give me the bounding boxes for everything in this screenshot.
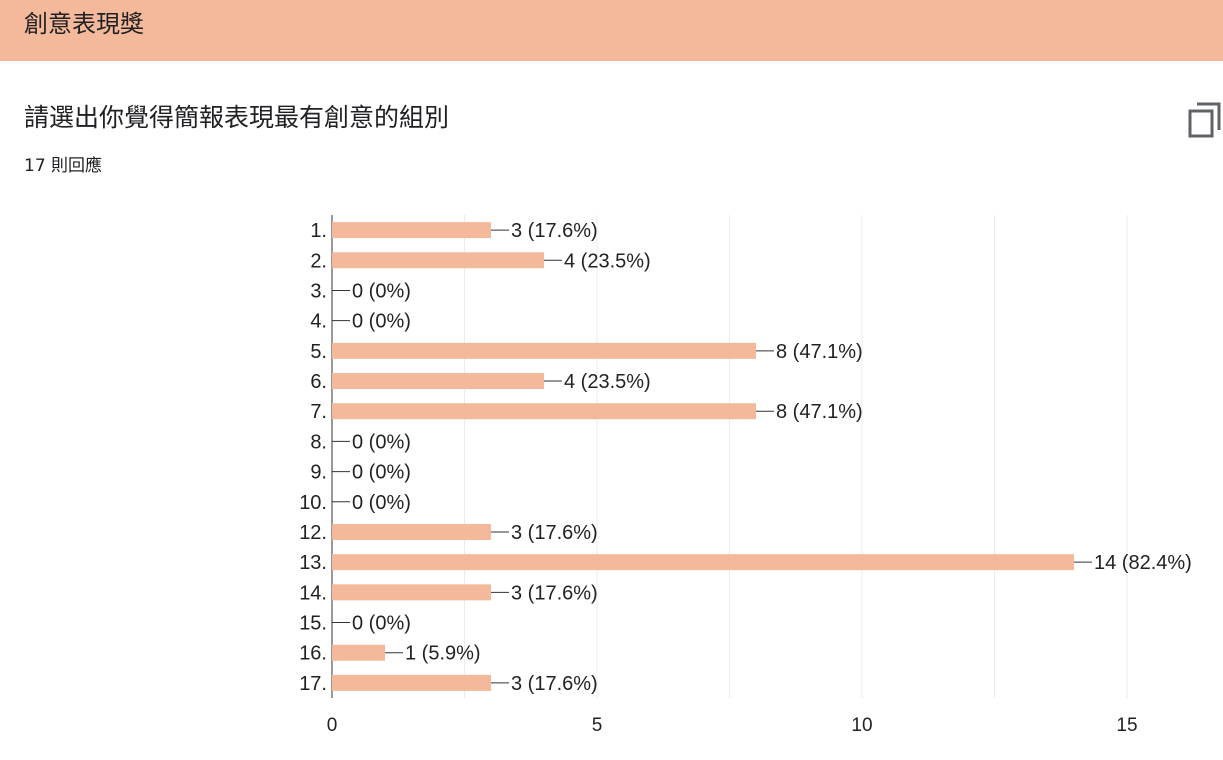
- data-label: 0 (0%): [352, 311, 411, 333]
- category-label: 17.: [299, 673, 327, 695]
- data-label: 3 (17.6%): [511, 673, 598, 695]
- x-tick-label: 10: [851, 715, 872, 736]
- question-title: 請選出你覺得簡報表現最有創意的組別: [24, 103, 450, 132]
- copy-icon: [1188, 102, 1221, 138]
- x-tick-label: 0: [327, 715, 338, 736]
- data-label: 3 (17.6%): [511, 522, 598, 544]
- data-label: 4 (23.5%): [564, 371, 651, 393]
- bar: [332, 222, 491, 239]
- category-label: 14.: [299, 582, 327, 604]
- section-title: 創意表現獎: [24, 10, 144, 38]
- data-label: 0 (0%): [352, 431, 411, 453]
- x-tick-label: 15: [1116, 715, 1137, 736]
- x-tick-label: 5: [592, 715, 603, 736]
- data-label: 0 (0%): [352, 462, 411, 484]
- category-label: 4.: [310, 311, 327, 333]
- category-label: 3.: [310, 280, 327, 302]
- data-label: 0 (0%): [352, 280, 411, 302]
- data-label: 8 (47.1%): [776, 341, 863, 363]
- category-label: 9.: [310, 462, 327, 484]
- bar: [332, 523, 491, 540]
- bar: [332, 584, 491, 601]
- category-label: 8.: [310, 431, 327, 453]
- category-label: 6.: [310, 371, 327, 393]
- category-label: 10.: [299, 492, 327, 514]
- category-label: 12.: [299, 522, 327, 544]
- bar: [332, 554, 1074, 571]
- category-label: 13.: [299, 552, 327, 574]
- data-label: 1 (5.9%): [405, 643, 481, 665]
- header-bar: 創意表現獎: [0, 0, 1223, 61]
- category-label: 15.: [299, 613, 327, 635]
- category-label: 7.: [310, 401, 327, 423]
- copy-chart-button[interactable]: [1188, 100, 1223, 140]
- category-label: 16.: [299, 643, 327, 665]
- data-label: 0 (0%): [352, 492, 411, 514]
- bar: [332, 674, 491, 691]
- data-label: 0 (0%): [352, 613, 411, 635]
- data-label: 4 (23.5%): [564, 250, 651, 272]
- data-label: 14 (82.4%): [1094, 552, 1192, 574]
- bar: [332, 403, 756, 420]
- category-label: 1.: [310, 220, 327, 242]
- data-label: 8 (47.1%): [776, 401, 863, 423]
- bar: [332, 342, 756, 359]
- category-label: 5.: [310, 341, 327, 363]
- response-count: 17 則回應: [24, 156, 103, 176]
- data-label: 3 (17.6%): [511, 582, 598, 604]
- bar: [332, 252, 544, 269]
- data-label: 3 (17.6%): [511, 220, 598, 242]
- bar: [332, 644, 385, 661]
- category-label: 2.: [310, 250, 327, 272]
- bar: [332, 373, 544, 390]
